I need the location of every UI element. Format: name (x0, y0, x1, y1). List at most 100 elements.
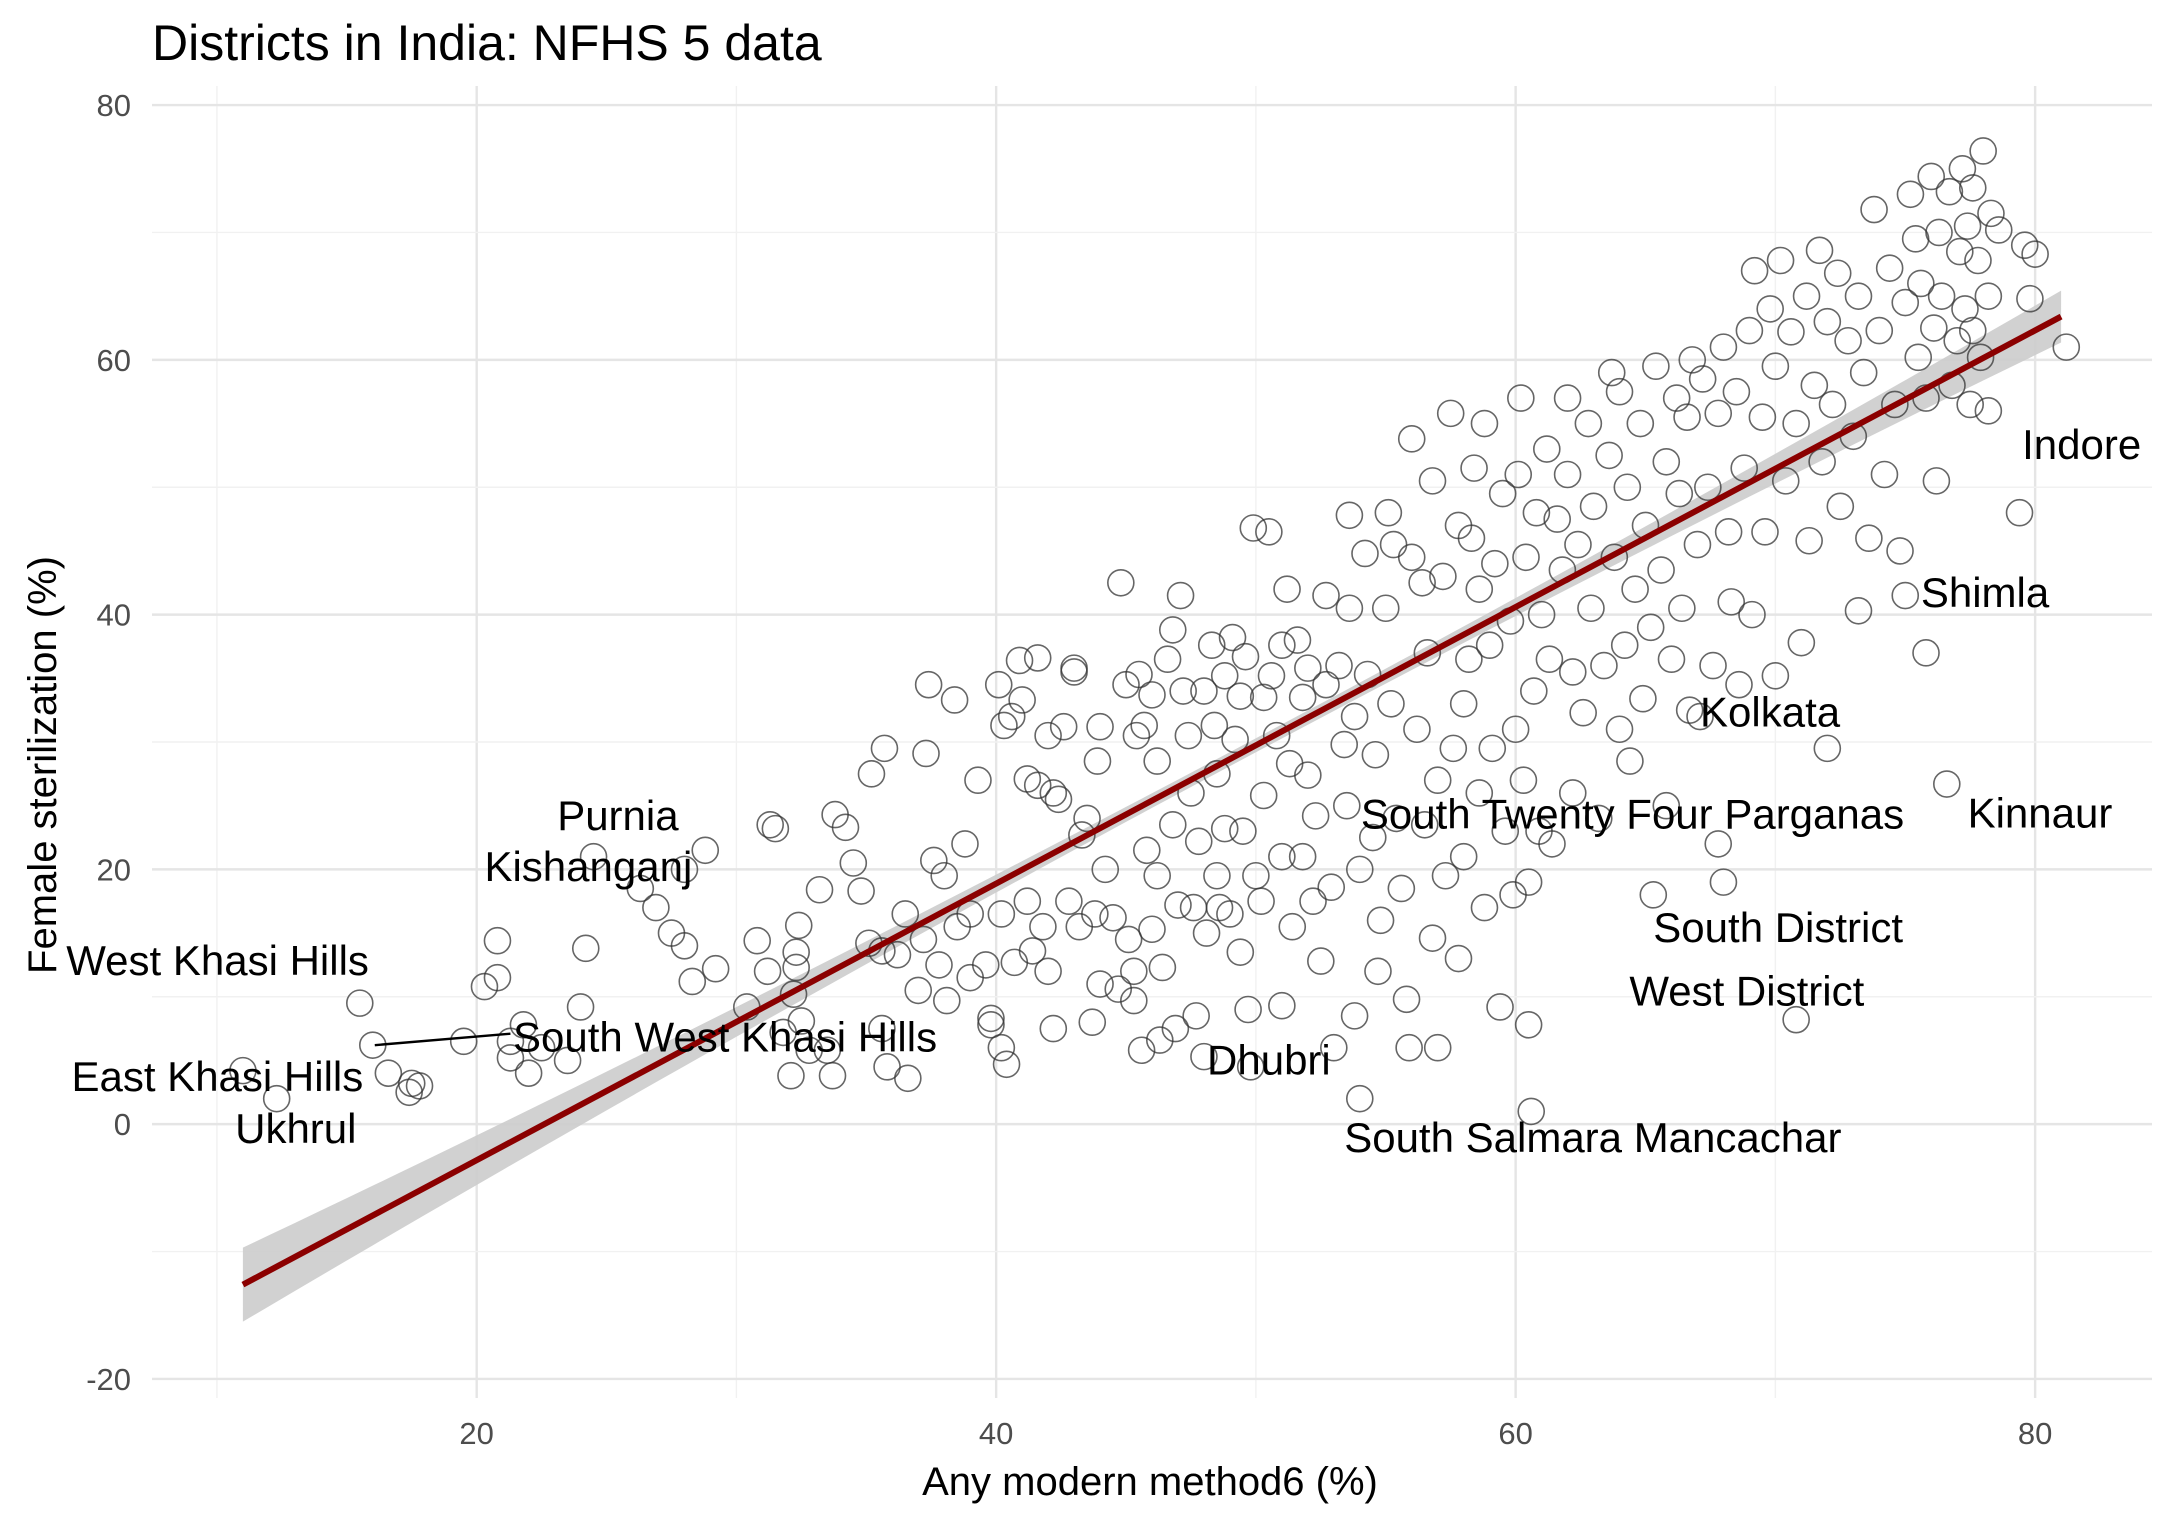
data-point (1333, 791, 1361, 820)
data-point (777, 1061, 805, 1090)
y-tick-label: 20 (97, 852, 131, 887)
data-point (1081, 900, 1109, 928)
data-point (1229, 817, 1257, 845)
data-point (1099, 903, 1127, 932)
data-point (964, 766, 992, 795)
data-point (1935, 177, 1964, 206)
data-point (1465, 779, 1494, 807)
data-point (1717, 588, 1746, 616)
data-point (1078, 1008, 1107, 1037)
data-point (1761, 352, 1790, 381)
data-point (977, 1004, 1005, 1033)
data-point (904, 976, 933, 1005)
data-point (1636, 613, 1665, 642)
data-point (1756, 295, 1784, 323)
data-point (1439, 734, 1468, 763)
data-point (1642, 352, 1670, 381)
data-point (1969, 137, 1997, 165)
point-label: Kolkata (1700, 689, 1841, 736)
data-point (1704, 830, 1733, 858)
data-point (1008, 686, 1036, 714)
data-point (1533, 435, 1561, 463)
data-point (1335, 594, 1364, 623)
data-point (1605, 377, 1634, 406)
data-point (1512, 543, 1540, 572)
point-label: Ukhrul (235, 1105, 356, 1152)
data-point (1436, 399, 1465, 428)
data-point (1951, 295, 1979, 323)
data-point (1470, 409, 1499, 438)
data-point (1091, 855, 1120, 884)
data-point (1509, 766, 1538, 795)
data-point (1558, 779, 1587, 807)
data-point (1800, 371, 1829, 400)
data-point (992, 1050, 1021, 1079)
data-point (1364, 957, 1392, 986)
data-point (571, 934, 600, 963)
data-point (1268, 991, 1296, 1020)
data-point (1925, 218, 1953, 247)
data-point (1120, 957, 1148, 986)
data-point (782, 938, 810, 966)
point-labels: Indore Shimla Kolkata Kinnaur South Twenty F… (66, 421, 2141, 1161)
data-point (1823, 259, 1852, 288)
data-point (1397, 543, 1426, 572)
data-point (1958, 174, 1987, 202)
data-point (1275, 749, 1304, 778)
data-point (984, 670, 1013, 699)
data-point (1605, 715, 1634, 744)
data-point (1740, 256, 1769, 285)
data-point (1044, 785, 1073, 814)
data-point (1891, 288, 1920, 317)
data-point (1249, 781, 1278, 810)
data-point (1312, 581, 1340, 610)
data-point (1449, 842, 1478, 871)
data-point (987, 1033, 1016, 1062)
data-point (670, 855, 699, 884)
data-point (1507, 384, 1535, 412)
data-point (1977, 199, 2005, 228)
data-point (1629, 684, 1657, 713)
data-point (951, 830, 979, 858)
data-point (1190, 677, 1218, 705)
data-point (1455, 645, 1483, 674)
data-point (1735, 316, 1764, 345)
data-point (1418, 924, 1447, 952)
data-point (1491, 817, 1520, 845)
data-point (1127, 1036, 1156, 1065)
data-point (1039, 1014, 1068, 1043)
data-point (1694, 473, 1722, 502)
y-axis-title: Female sterilization (%) (21, 556, 65, 974)
data-point (1218, 623, 1247, 652)
data-point (1610, 631, 1639, 659)
data-point (1294, 654, 1322, 682)
data-point (1055, 887, 1083, 916)
data-point (1613, 473, 1642, 502)
y-tick-label: -20 (86, 1362, 131, 1397)
data-point (1065, 912, 1094, 941)
point-label: Purnia (557, 792, 679, 839)
data-point (1647, 556, 1675, 584)
data-point (925, 951, 953, 979)
data-point (1553, 460, 1582, 489)
data-point (1709, 868, 1738, 896)
point-label: Dhubri (1207, 1036, 1331, 1083)
data-point (1429, 562, 1457, 591)
data-point (1444, 944, 1473, 973)
data-point (1262, 721, 1291, 750)
data-point (1912, 639, 1940, 667)
data-point (930, 861, 959, 890)
data-point (1662, 384, 1691, 412)
data-point (997, 702, 1026, 731)
x-tick-label: 40 (979, 1416, 1013, 1451)
data-point (1023, 644, 1052, 672)
data-point (1301, 802, 1330, 830)
data-point (1920, 314, 1948, 342)
data-point (1351, 539, 1379, 568)
data-point (868, 1014, 896, 1043)
data-point (1268, 631, 1296, 659)
data-point (1239, 514, 1268, 542)
data-point (2052, 333, 2081, 361)
data-point (1114, 925, 1143, 954)
data-point (1413, 639, 1442, 667)
